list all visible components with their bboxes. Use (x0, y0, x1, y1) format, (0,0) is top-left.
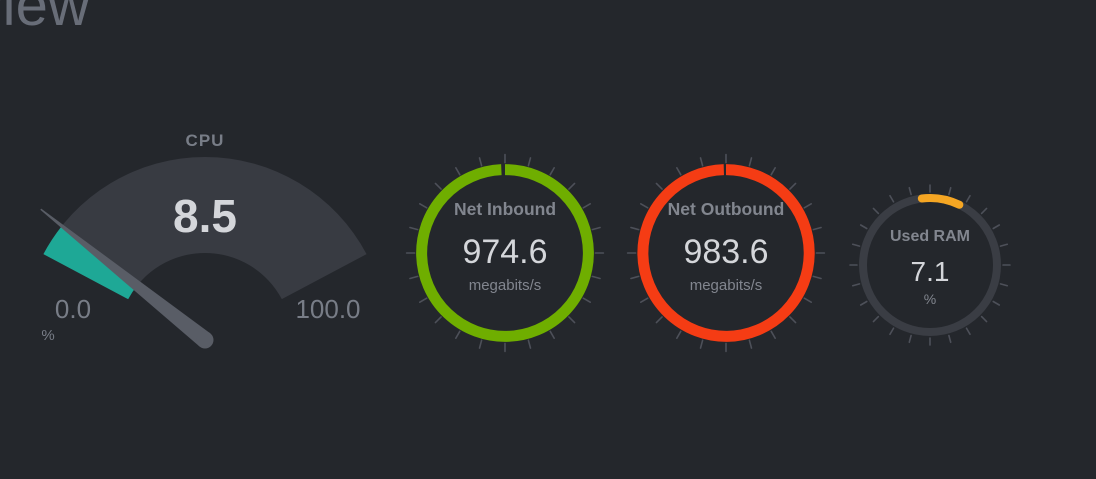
svg-text:CPU: CPU (186, 131, 225, 150)
svg-text:7.1: 7.1 (911, 256, 950, 287)
svg-text:0.0: 0.0 (55, 294, 91, 324)
svg-text:Used RAM: Used RAM (890, 228, 970, 245)
svg-text:%: % (924, 291, 936, 307)
svg-text:8.5: 8.5 (173, 190, 237, 242)
svg-text:974.6: 974.6 (462, 233, 547, 271)
svg-text:983.6: 983.6 (683, 233, 768, 271)
svg-text:megabits/s: megabits/s (690, 277, 763, 294)
svg-text:%: % (41, 327, 54, 344)
svg-text:Net Outbound: Net Outbound (668, 199, 785, 219)
svg-text:Net Inbound: Net Inbound (454, 199, 556, 219)
svg-text:megabits/s: megabits/s (469, 277, 542, 294)
svg-text:100.0: 100.0 (295, 294, 360, 324)
